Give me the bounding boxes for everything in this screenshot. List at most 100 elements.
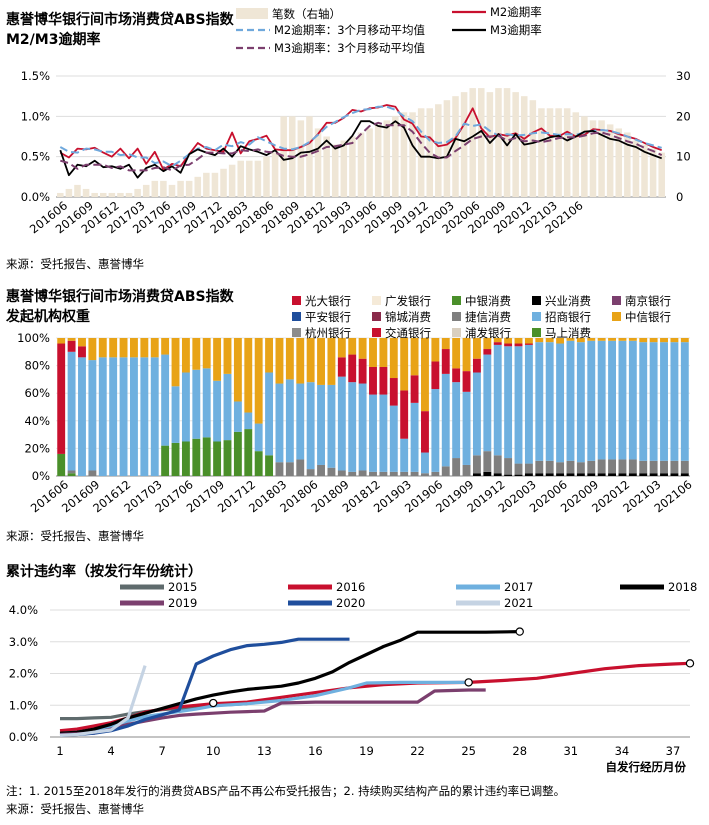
chart2-bar-光大银行 — [421, 411, 429, 453]
chart2-bar-中信银行 — [400, 338, 409, 391]
chart2-legend-label: 杭州银行 — [305, 326, 351, 340]
chart1-count-bar — [641, 144, 648, 197]
chart2-bar-中信银行 — [213, 338, 222, 381]
chart2-bar-光大银行 — [493, 342, 502, 345]
chart2-bar-招商银行 — [140, 357, 149, 476]
chart2-bar-捷信消费 — [504, 458, 513, 475]
chart1-legend-m3avg-label: M3逾期率：3个月移动平均值 — [274, 41, 426, 55]
chart1-count-bar — [495, 88, 502, 197]
chart2-bar-中信银行 — [88, 338, 97, 361]
chart2-bar-马上消费 — [57, 453, 66, 476]
chart2-bar-光大银行 — [389, 378, 398, 406]
chart2-bar-中信银行 — [649, 338, 658, 343]
chart1-count-bar — [142, 184, 150, 197]
chart3-x-tick: 31 — [563, 744, 578, 758]
chart2-legend-swatch — [452, 296, 461, 305]
chart1-svg: 0.0%0.5%1.0%1.5%010203020160620160920161… — [21, 5, 691, 236]
chart1-right-tick: 20 — [676, 109, 691, 123]
chart2-bar-光大银行 — [483, 349, 492, 355]
chart3-note: 注：1. 2015至2018年发行的消费贷ABS产品不再公布受托报告；2. 持续… — [6, 784, 566, 798]
chart2-bar-招商银行 — [410, 402, 419, 472]
chart2-bar-中银消费 — [213, 441, 222, 476]
chart2-bar-光大银行 — [504, 343, 513, 347]
chart2-bar-中信银行 — [348, 338, 357, 355]
chart2-bar-招商银行 — [608, 340, 616, 460]
chart1-count-bar — [357, 132, 365, 197]
chart2-bar-招商银行 — [483, 354, 492, 452]
chart2-bar-中银消费 — [233, 431, 242, 476]
chart1-count-bar — [392, 116, 399, 197]
chart2-bar-捷信消费 — [337, 470, 346, 476]
chart2-bar-中信银行 — [628, 338, 637, 341]
chart2-bar-兴业消费 — [545, 473, 554, 476]
chart2-legend-swatch — [372, 296, 381, 305]
chart1-count-bar — [82, 188, 90, 197]
chart2-bar-招商银行 — [462, 391, 471, 465]
chart2-bar-光大银行 — [369, 366, 377, 395]
chart2-bar-招商银行 — [493, 344, 502, 456]
chart2-bar-中信银行 — [379, 338, 388, 367]
chart2-bar-中信银行 — [566, 338, 575, 341]
chart2-bar-捷信消费 — [524, 463, 533, 474]
chart2-bar-招商银行 — [566, 340, 575, 461]
chart3-legend-2019-label: 2019 — [168, 596, 197, 610]
chart2-y-tick: 60% — [24, 386, 50, 400]
chart2-bar-光大银行 — [358, 358, 367, 384]
chart2-bar-招商银行 — [213, 380, 222, 442]
chart2-bar-捷信消费 — [400, 471, 409, 476]
chart2-legend-label: 交通银行 — [385, 326, 431, 340]
chart1-left-tick: 1.0% — [21, 109, 50, 123]
chart2-bar-招商银行 — [680, 342, 689, 461]
chart2-bar-招商银行 — [337, 376, 346, 471]
chart2-legend-swatch — [532, 296, 541, 305]
chart1-count-bar — [400, 112, 408, 197]
chart2-bar-招商银行 — [472, 372, 481, 456]
chart1-count-bar — [624, 132, 631, 197]
chart2-legend-label: 锦城消费 — [385, 310, 431, 324]
chart1-series-3-line — [60, 121, 663, 172]
chart1-count-bar — [280, 116, 287, 197]
chart2-legend-swatch — [372, 312, 381, 321]
chart3-legend-2017-label: 2017 — [504, 580, 533, 594]
chart1-count-bar — [151, 180, 159, 197]
chart1-count-bar — [581, 116, 588, 197]
chart2-bar-捷信消费 — [441, 466, 450, 476]
chart2-legend-swatch — [532, 328, 541, 337]
chart2-bar-兴业消费 — [556, 473, 565, 476]
chart1-count-bar — [74, 184, 81, 197]
chart2-bar-兴业消费 — [576, 473, 585, 476]
chart2-bar-招商银行 — [275, 383, 284, 463]
chart1-count-bar — [478, 88, 485, 197]
chart2-bar-中信银行 — [202, 338, 211, 369]
chart2-bar-招商银行 — [130, 357, 138, 476]
chart2-source: 来源：受托报告、惠誉博华 — [6, 529, 144, 543]
chart1-count-bar — [185, 180, 193, 197]
chart1-count-bar — [254, 160, 262, 197]
chart2-bar-中信银行 — [462, 338, 471, 372]
chart2-bar-招商银行 — [556, 343, 565, 463]
chart2-bar-中信银行 — [421, 338, 429, 412]
chart2-bar-中银消费 — [181, 441, 190, 476]
chart2-legend-swatch — [292, 328, 301, 337]
chart2-bar-招商银行 — [98, 357, 107, 476]
chart2-y-tick: 40% — [24, 414, 50, 428]
chart2-bar-捷信消费 — [514, 463, 523, 475]
chart3-x-tick: 7 — [158, 744, 165, 758]
chart2-bar-捷信消费 — [358, 470, 367, 476]
chart3-annotation-marker — [209, 698, 218, 708]
chart2-bar-中信银行 — [285, 338, 294, 380]
chart1-source: 来源：受托报告、惠誉博华 — [6, 257, 144, 271]
chart2-bar-兴业消费 — [639, 473, 648, 476]
chart3-y-tick: 2.0% — [9, 667, 38, 681]
chart1-count-bar — [417, 108, 425, 197]
chart2-legend-label: 中银消费 — [465, 294, 511, 308]
chart2-legend-label: 广发银行 — [385, 294, 431, 308]
chart2-bar-招商银行 — [379, 394, 388, 472]
chart3-svg: 0.0% 1.0% 2.0% 3.0% 4.0% 1 4 7 10 13 16 19 22 25 28 31 3… — [9, 580, 698, 774]
chart2-bar-中信银行 — [109, 338, 118, 358]
chart2-bar-招商银行 — [192, 369, 201, 439]
chart1-count-bar — [452, 96, 459, 197]
chart2-bar-招商银行 — [649, 342, 658, 461]
chart3-y-tick: 0.0% — [9, 730, 38, 744]
chart2-bar-招商银行 — [369, 394, 377, 472]
